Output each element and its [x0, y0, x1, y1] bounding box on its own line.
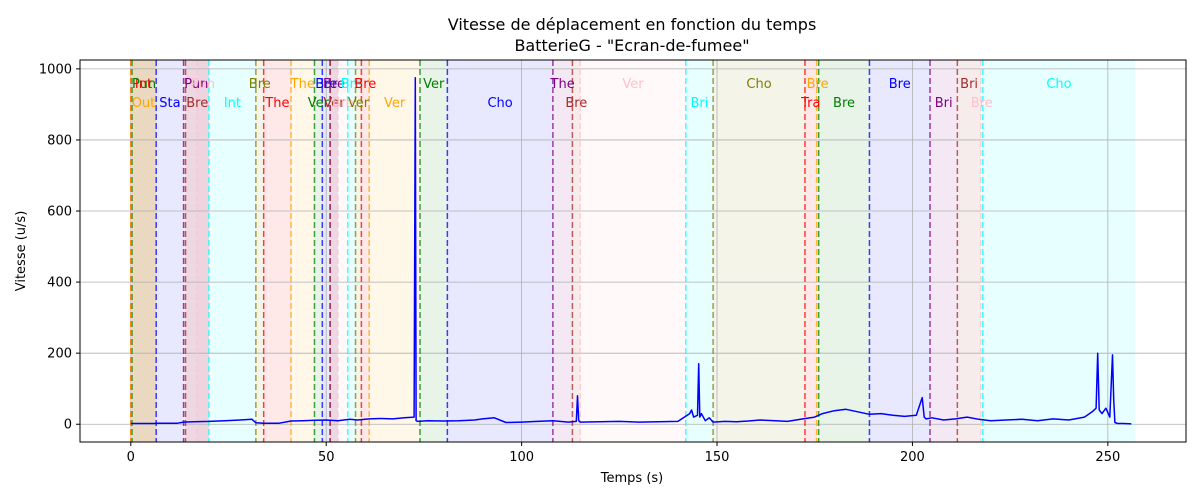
segment-band — [369, 60, 421, 442]
segment-label: Sta — [159, 96, 180, 111]
segment-label: Pun — [184, 77, 208, 92]
segment-label: Bre — [889, 77, 911, 92]
segment-band — [130, 60, 157, 442]
segment-label: Cho — [746, 77, 771, 92]
segment-band — [183, 60, 209, 442]
segment-label: The — [550, 77, 575, 92]
segment-label: Int — [135, 77, 152, 92]
segment-label: Bre — [323, 77, 345, 92]
segment-band — [818, 60, 870, 442]
segment-label: Tra — [800, 96, 820, 111]
segment-bands — [130, 60, 1136, 442]
segment-label: Bre — [354, 77, 376, 92]
segment-band — [291, 60, 315, 442]
segment-label: Ver — [348, 96, 370, 111]
x-tick-label: 150 — [705, 450, 730, 465]
segment-boundaries — [130, 60, 984, 442]
segment-label: Bre — [807, 77, 829, 92]
segment-band — [804, 60, 817, 442]
segment-band — [982, 60, 1136, 442]
y-tick-label: 800 — [47, 133, 72, 148]
y-tick-label: 200 — [47, 347, 72, 362]
segment-band — [208, 60, 256, 442]
segment-label: Ver — [323, 96, 345, 111]
segment-band — [930, 60, 958, 442]
x-tick-label: 100 — [509, 450, 534, 465]
segment-label: Ver — [622, 77, 644, 92]
segment-band — [869, 60, 931, 442]
segment-label: Pun — [191, 77, 215, 92]
segment-band — [197, 60, 209, 442]
y-tick-label: 400 — [47, 276, 72, 291]
segment-label: Ver — [384, 96, 406, 111]
x-tick-label: 250 — [1095, 450, 1120, 465]
segment-label: Bri — [960, 77, 978, 92]
segment-label: Bre — [249, 77, 271, 92]
segment-label: Cho — [1046, 77, 1071, 92]
x-tick-label: 50 — [318, 450, 335, 465]
y-tick-label: 600 — [47, 205, 72, 220]
x-tick-label: 200 — [900, 450, 925, 465]
segment-label: Bre — [971, 96, 993, 111]
segment-band — [130, 60, 157, 442]
segment-band — [255, 60, 264, 442]
grid-lines — [80, 60, 1186, 442]
chart-subtitle: BatterieG - "Ecran-de-fumee" — [514, 36, 749, 55]
segment-band — [552, 60, 573, 442]
segment-label: Bre — [565, 96, 587, 111]
axis-ticks: 0 50 100 150 200 250 0 200 400 600 800 1000 — [39, 62, 1120, 465]
segment-label: Cho — [487, 96, 512, 111]
segment-band — [131, 60, 157, 442]
segment-band — [580, 60, 686, 442]
segment-label: Ver — [308, 96, 330, 111]
segment-band — [420, 60, 448, 442]
segment-label: Bri — [935, 96, 953, 111]
segment-label: Out — [132, 96, 156, 111]
segment-label: Bre — [341, 77, 363, 92]
segment-band — [355, 60, 362, 442]
x-tick-label: 0 — [127, 450, 135, 465]
segment-band — [156, 60, 184, 442]
segment-label: Int — [224, 96, 241, 111]
segment-band — [263, 60, 292, 442]
segment-label: Bri — [691, 96, 709, 111]
y-tick-label: 1000 — [39, 62, 72, 77]
speed-line — [130, 77, 1132, 425]
segment-band — [713, 60, 805, 442]
segment-label: Pun — [132, 77, 156, 92]
segment-band — [330, 60, 338, 442]
y-tick-label: 0 — [64, 418, 72, 433]
x-axis-label: Temps (s) — [600, 471, 663, 486]
segment-band — [957, 60, 981, 442]
plot-frame — [79, 59, 1187, 443]
segment-label: The — [264, 96, 289, 111]
segment-label: The — [290, 77, 315, 92]
segment-band — [816, 60, 819, 442]
segment-band — [337, 60, 348, 442]
segment-band — [980, 60, 983, 442]
segment-band — [572, 60, 581, 442]
segment-band — [330, 60, 338, 442]
y-axis-label: Vitesse (u/s) — [14, 211, 29, 292]
speed-series — [130, 77, 1132, 425]
segment-label: Bre — [186, 96, 208, 111]
segment-label: Bre — [833, 96, 855, 111]
segment-label: Bre — [332, 96, 354, 111]
segment-band — [347, 60, 356, 442]
segment-band — [447, 60, 553, 442]
segment-label: Bre — [315, 77, 337, 92]
segment-label: Ver — [423, 77, 445, 92]
segment-band — [361, 60, 370, 442]
chart-title: Vitesse de déplacement en fonction du te… — [448, 15, 817, 34]
segment-band — [314, 60, 323, 442]
